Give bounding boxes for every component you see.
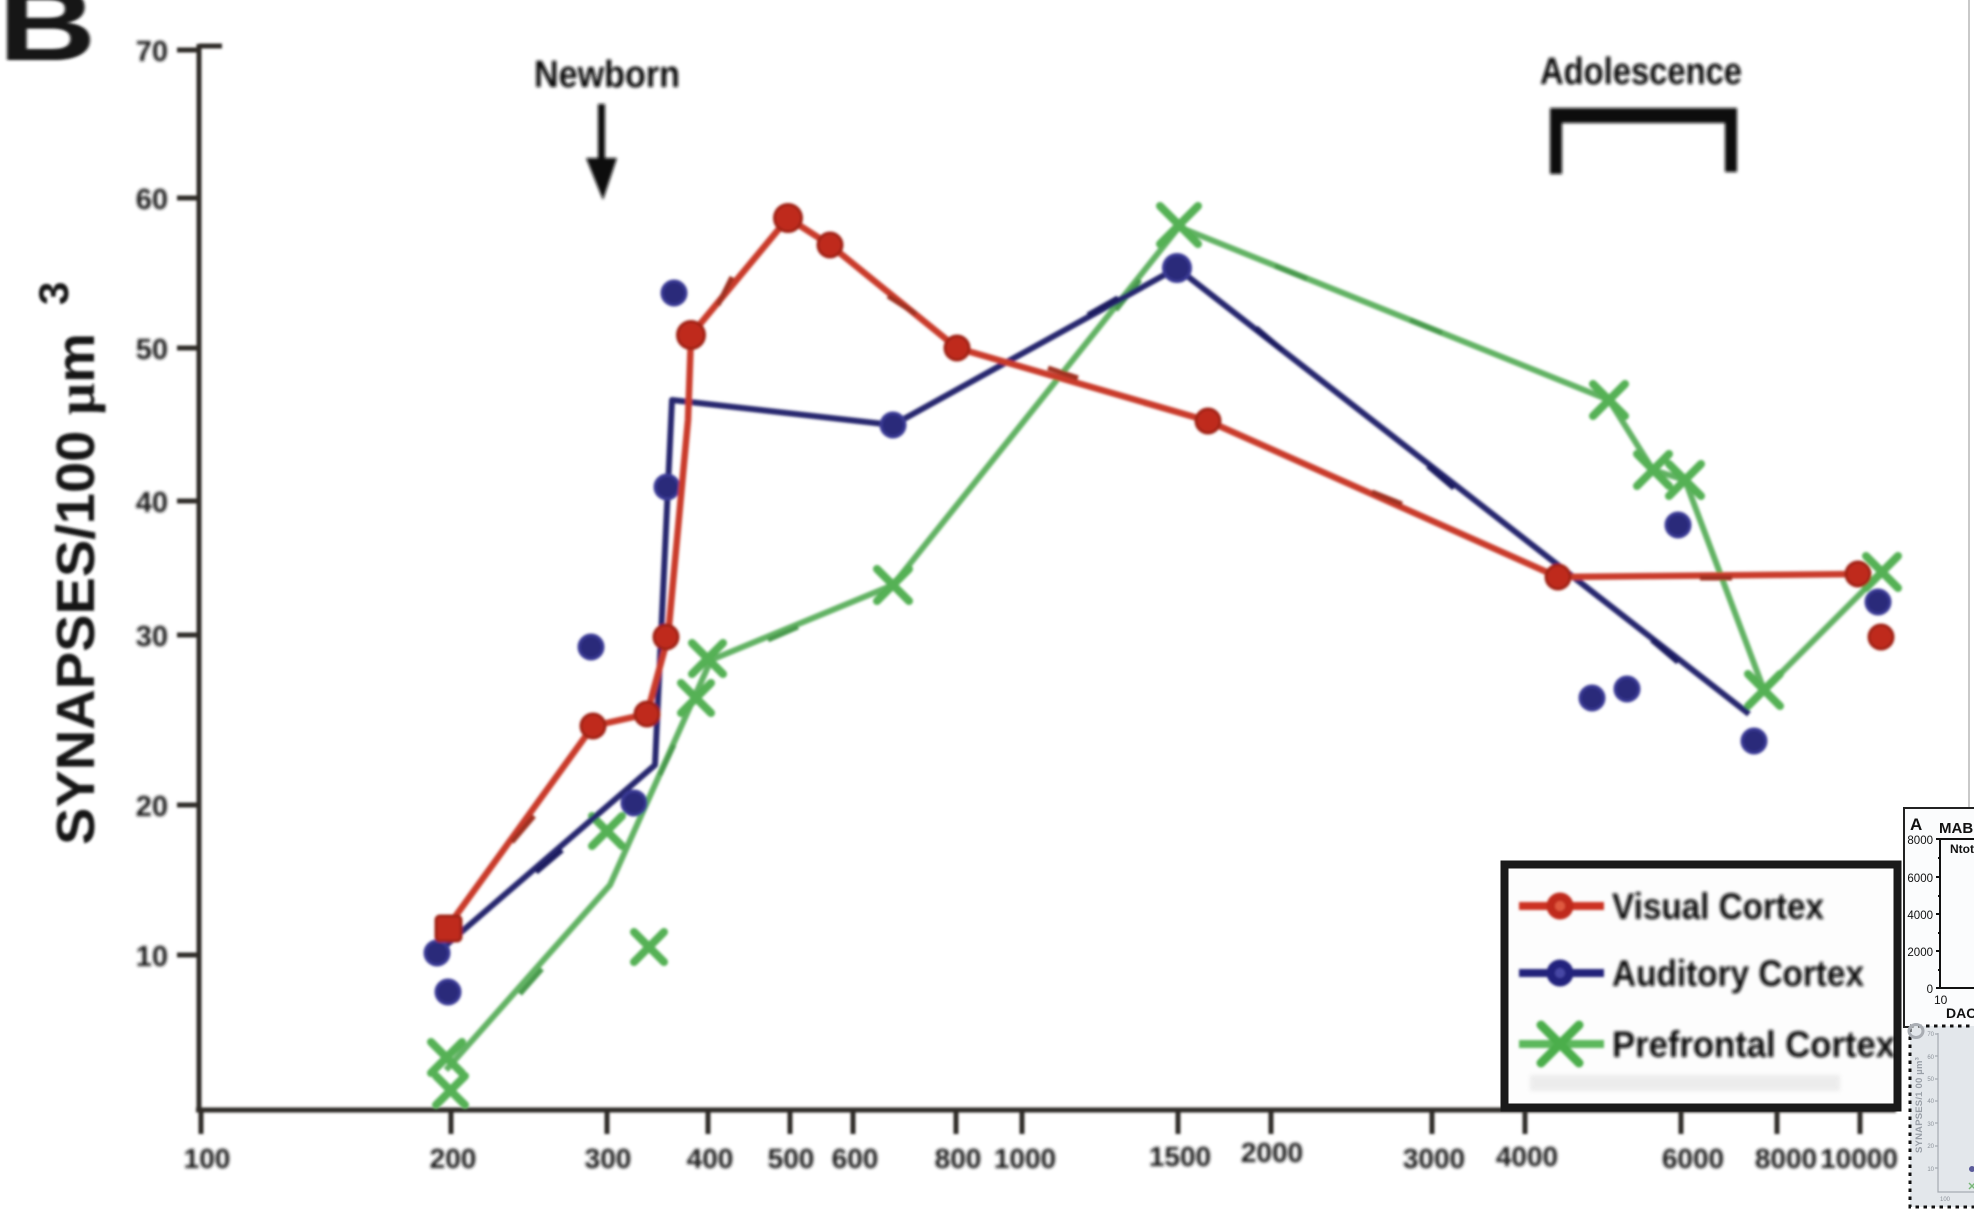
svg-text:SYNAPSES/100 µm: SYNAPSES/100 µm [46, 333, 106, 845]
svg-text:40: 40 [136, 487, 168, 519]
svg-text:Auditory Cortex: Auditory Cortex [1612, 953, 1864, 994]
svg-text:Adolescence: Adolescence [1540, 51, 1742, 93]
svg-text:30: 30 [136, 621, 168, 653]
svg-text:100: 100 [1940, 1197, 1951, 1203]
svg-text:300: 300 [585, 1143, 632, 1174]
svg-text:MAB: MAB [1939, 820, 1973, 837]
svg-text:10000: 10000 [1820, 1143, 1898, 1174]
svg-text:1000: 1000 [994, 1143, 1056, 1174]
svg-text:1500: 1500 [1149, 1141, 1211, 1172]
svg-text:Visual Cortex: Visual Cortex [1612, 886, 1824, 927]
svg-text:3000: 3000 [1403, 1143, 1465, 1174]
svg-text:400: 400 [687, 1143, 734, 1174]
svg-text:Prefrontal Cortex: Prefrontal Cortex [1612, 1024, 1895, 1065]
svg-text:A: A [1910, 815, 1922, 834]
svg-text:8000: 8000 [1907, 835, 1933, 847]
svg-text:70: 70 [136, 36, 168, 68]
svg-text:6000: 6000 [1907, 873, 1933, 885]
svg-text:50: 50 [1927, 1077, 1934, 1083]
svg-text:6000: 6000 [1662, 1143, 1724, 1174]
svg-text:2000: 2000 [1907, 947, 1933, 959]
svg-text:0: 0 [1927, 984, 1933, 996]
svg-text:8000: 8000 [1755, 1143, 1817, 1174]
svg-text:4000: 4000 [1907, 910, 1933, 922]
svg-text:SYNAPSES/1 00 µm³: SYNAPSES/1 00 µm³ [1914, 1057, 1925, 1153]
svg-text:70: 70 [1927, 1032, 1934, 1038]
svg-text:Newborn: Newborn [534, 54, 680, 96]
svg-text:20: 20 [1927, 1144, 1934, 1150]
svg-text:20: 20 [136, 791, 168, 823]
svg-text:10: 10 [1927, 1167, 1934, 1173]
svg-text:50: 50 [136, 334, 168, 366]
svg-text:600: 600 [832, 1143, 879, 1174]
svg-text:30: 30 [1927, 1122, 1934, 1128]
svg-text:10: 10 [1934, 993, 1948, 1007]
svg-text:200: 200 [430, 1143, 477, 1174]
svg-text:Ntot: Ntot [1950, 842, 1974, 856]
svg-text:B: B [0, 0, 96, 82]
svg-text:40: 40 [1927, 1099, 1934, 1105]
svg-text:3: 3 [30, 282, 77, 305]
svg-text:2000: 2000 [1241, 1137, 1303, 1168]
svg-text:4000: 4000 [1496, 1141, 1558, 1172]
svg-text:500: 500 [768, 1143, 815, 1174]
svg-text:DAC: DAC [1946, 1005, 1974, 1021]
svg-text:10: 10 [136, 941, 168, 973]
svg-text:60: 60 [136, 184, 168, 216]
svg-text:60: 60 [1927, 1055, 1934, 1061]
svg-text:100: 100 [184, 1143, 231, 1174]
svg-text:800: 800 [935, 1143, 982, 1174]
